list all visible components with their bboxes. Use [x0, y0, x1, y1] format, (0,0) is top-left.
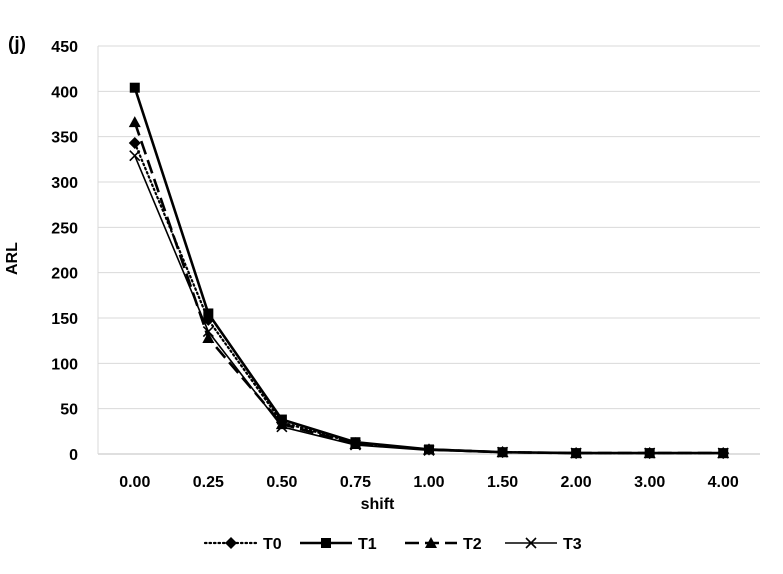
data-point [570, 447, 582, 459]
x-tick-label: 1.00 [413, 474, 444, 491]
data-point [202, 331, 215, 343]
legend-marker [525, 537, 537, 549]
data-point [349, 438, 362, 450]
legend-marker [321, 538, 331, 548]
data-point [203, 308, 214, 319]
series-line [133, 87, 724, 455]
y-tick-label: 100 [51, 356, 78, 373]
legend-label: T0 [263, 536, 282, 553]
x-tick-label: 0.25 [193, 474, 224, 491]
x-tick-label: 2.00 [561, 474, 592, 491]
data-point [644, 447, 656, 459]
y-tick-label: 450 [51, 39, 78, 56]
data-point [717, 447, 729, 459]
x-tick-label: 0.50 [266, 474, 297, 491]
series-line [133, 141, 725, 455]
data-point [423, 444, 435, 456]
x-tick-label: 3.00 [634, 474, 665, 491]
y-tick-label: 400 [51, 84, 78, 101]
data-point [128, 137, 141, 150]
legend-item: T2 [405, 536, 482, 553]
series-t3 [129, 150, 729, 459]
legend-label: T3 [563, 536, 582, 553]
series-line [133, 121, 724, 455]
data-point [496, 446, 509, 458]
data-point [349, 439, 362, 451]
x-axis-title: shift [360, 496, 395, 513]
y-tick-label: 350 [51, 130, 78, 147]
legend-item: T1 [300, 536, 377, 553]
legend-label: T2 [463, 536, 482, 553]
legend-item: T0 [203, 536, 282, 553]
x-tick-label: 0.00 [119, 474, 150, 491]
data-point [129, 150, 141, 162]
series-t1 [129, 82, 729, 459]
legend-marker [225, 537, 237, 549]
data-point [128, 116, 141, 128]
legend-label: T1 [358, 536, 377, 553]
legend-item: T3 [505, 536, 582, 553]
x-tick-label: 0.75 [340, 474, 371, 491]
y-tick-label: 150 [51, 311, 78, 328]
data-point [129, 82, 140, 93]
data-point [275, 418, 288, 430]
y-tick-label: 300 [51, 175, 78, 192]
data-point [202, 326, 214, 338]
series-t0 [128, 137, 730, 460]
panel-label: (j) [8, 34, 26, 55]
series-t2 [128, 116, 730, 459]
y-tick-label: 200 [51, 266, 78, 283]
x-tick-label: 1.50 [487, 474, 518, 491]
data-point [423, 443, 435, 455]
legend-marker [425, 537, 437, 548]
x-axis-title-wrap: shift [0, 496, 783, 514]
y-tick-label: 0 [69, 447, 78, 464]
data-point [276, 421, 288, 433]
x-tick-label: 4.00 [708, 474, 739, 491]
y-tick-label: 250 [51, 220, 78, 237]
y-tick-label: 50 [60, 402, 78, 419]
